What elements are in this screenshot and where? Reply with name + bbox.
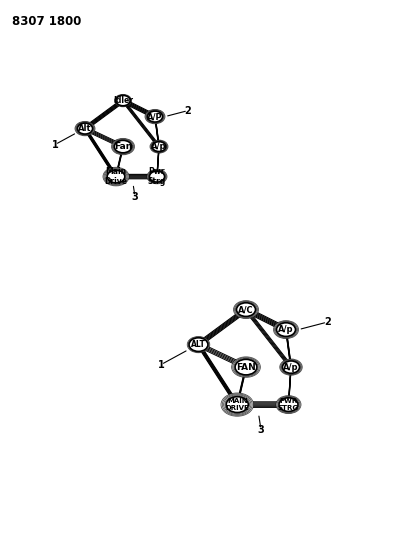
Ellipse shape: [145, 109, 164, 124]
Text: Idler: Idler: [113, 96, 133, 105]
Text: 2: 2: [323, 317, 330, 327]
Text: Main
Drive: Main Drive: [104, 167, 127, 186]
Text: 3: 3: [257, 425, 264, 434]
Text: 2: 2: [184, 106, 191, 116]
Ellipse shape: [150, 140, 168, 153]
Text: PWR
STRG: PWR STRG: [277, 398, 298, 411]
Ellipse shape: [147, 169, 166, 184]
Ellipse shape: [103, 167, 129, 186]
Text: A/P: A/P: [147, 112, 162, 121]
Text: A/p: A/p: [278, 325, 293, 334]
Text: 8307 1800: 8307 1800: [12, 15, 81, 28]
Ellipse shape: [236, 303, 255, 317]
Text: A/p: A/p: [151, 142, 166, 151]
Text: A/C: A/C: [238, 305, 253, 314]
Ellipse shape: [275, 395, 300, 414]
Ellipse shape: [152, 142, 165, 151]
Ellipse shape: [111, 139, 134, 155]
Ellipse shape: [282, 361, 299, 373]
Text: Fan: Fan: [114, 142, 132, 151]
Ellipse shape: [278, 398, 297, 411]
Text: A/p: A/p: [283, 362, 298, 372]
Ellipse shape: [75, 122, 95, 136]
Text: MAIN
DRIVE: MAIN DRIVE: [225, 398, 249, 411]
Text: 3: 3: [131, 191, 138, 201]
Ellipse shape: [107, 170, 124, 183]
Ellipse shape: [276, 323, 295, 336]
Ellipse shape: [114, 94, 131, 107]
Ellipse shape: [189, 338, 207, 351]
Ellipse shape: [226, 397, 248, 413]
Ellipse shape: [149, 171, 164, 182]
Ellipse shape: [147, 111, 162, 122]
Ellipse shape: [273, 321, 298, 338]
Ellipse shape: [114, 140, 131, 153]
Text: FAN: FAN: [236, 362, 255, 372]
Ellipse shape: [220, 393, 253, 416]
Ellipse shape: [234, 359, 256, 375]
Ellipse shape: [231, 357, 260, 377]
Text: Alt: Alt: [78, 124, 92, 133]
Ellipse shape: [233, 301, 258, 319]
Ellipse shape: [116, 95, 130, 106]
Text: 1: 1: [157, 360, 164, 369]
Text: 1: 1: [52, 140, 58, 150]
Ellipse shape: [187, 336, 209, 353]
Text: ALT: ALT: [191, 340, 205, 349]
Ellipse shape: [279, 359, 301, 375]
Text: Pwr
Strg: Pwr Strg: [148, 167, 166, 186]
Ellipse shape: [77, 123, 92, 134]
